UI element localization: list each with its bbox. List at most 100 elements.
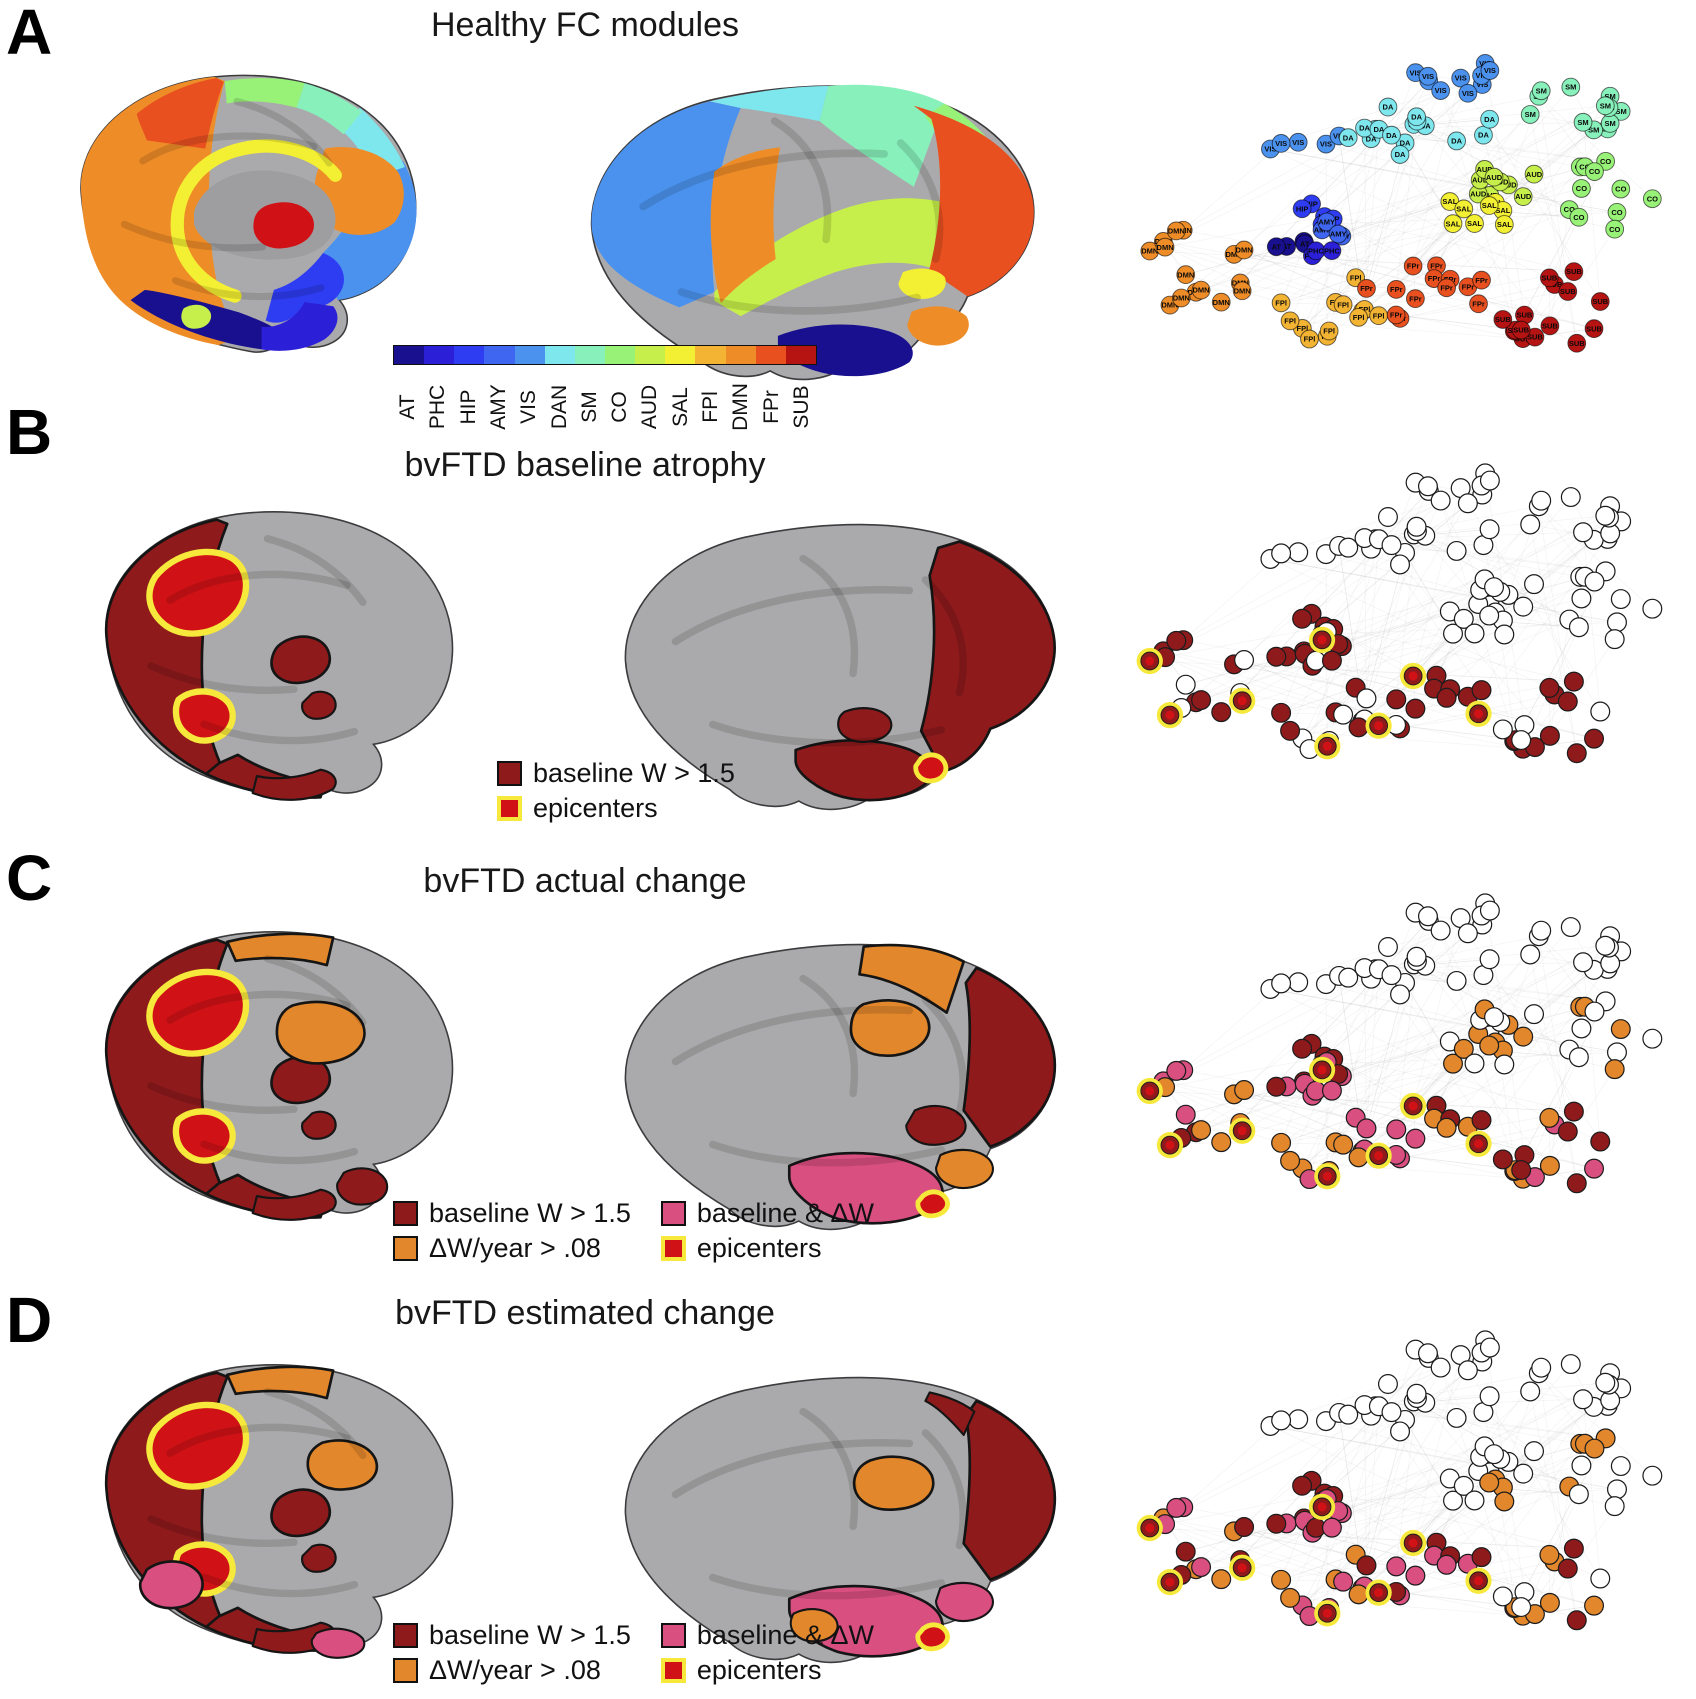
graph-node — [1484, 1444, 1505, 1465]
graph-node — [1378, 97, 1398, 117]
graph-node — [1520, 105, 1540, 124]
graph-node — [1166, 221, 1186, 241]
legend-label-epicenter: epicenters — [533, 793, 658, 823]
graph-node-label: PHC — [1308, 246, 1324, 255]
colorbar-cell-AT — [394, 346, 425, 364]
graph-node-label: FPr — [1409, 294, 1422, 303]
graph-node-label: AUD — [1526, 170, 1543, 179]
graph-node — [1595, 505, 1616, 526]
graph-node — [1567, 333, 1587, 353]
epicenter-node-core — [1474, 709, 1484, 719]
graph-nodes — [1136, 1330, 1663, 1631]
graph-node — [1610, 1019, 1631, 1040]
graph-node-label: AUD — [1515, 192, 1532, 201]
graph-node — [1405, 1128, 1426, 1149]
graph-node-label: SUB — [1560, 287, 1576, 296]
colorbar-cell-SAL — [665, 346, 696, 364]
graph-node-label: FPr — [1428, 274, 1441, 283]
graph-node-label: HIP — [1305, 199, 1318, 208]
graph-node — [1407, 107, 1426, 127]
graph-node — [1356, 1555, 1377, 1576]
colorbar-cell-PHC — [424, 346, 455, 364]
graph-node — [1540, 268, 1559, 288]
graph-node-label: DA — [1373, 125, 1384, 134]
graph-node — [1191, 280, 1211, 300]
graph-node-label: FPl — [1350, 273, 1362, 282]
graph-node — [1453, 1038, 1474, 1059]
graph-node — [1271, 543, 1292, 564]
epicenter-node-core — [1237, 696, 1247, 706]
legend-d: baseline W > 1.5 ΔW/year > .08 baseline & … — [393, 1622, 874, 1684]
graph-node-label: DMN — [1213, 298, 1230, 307]
epicenter-node-core — [1317, 1065, 1327, 1075]
graph-node — [1321, 1080, 1342, 1101]
graph-node — [1317, 212, 1337, 232]
graph-node — [1386, 280, 1406, 299]
graph-node — [1234, 650, 1255, 671]
graph-node — [1436, 687, 1457, 708]
atrophy-graph-d — [1136, 1330, 1663, 1631]
graph-node-label: AUD — [1486, 173, 1503, 182]
graph-node — [1571, 1455, 1592, 1476]
legend-label-baseline: baseline W > 1.5 — [533, 758, 735, 788]
graph-node-label: SUB — [1513, 326, 1529, 335]
graph-node — [1520, 944, 1541, 965]
panel-b: B bvFTD baseline atrophy baseline W > 1.… — [0, 400, 1696, 845]
graph-node-label: VIS — [1292, 138, 1304, 147]
graph-node — [1211, 292, 1231, 312]
epicenter-node-core — [1237, 1563, 1247, 1573]
legend-item-epicenter: epicenters — [497, 795, 735, 822]
graph-node-label: DMN — [1234, 286, 1251, 295]
graph-node-label: DA — [1411, 112, 1422, 121]
graph-node — [1568, 1484, 1589, 1505]
graph-node — [1568, 1047, 1589, 1068]
graph-node — [1539, 1592, 1560, 1613]
legend-swatch-change — [393, 1236, 418, 1261]
graph-node-label: FPr — [1390, 285, 1403, 294]
graph-node — [1271, 973, 1292, 994]
atrophy-graph-c — [1136, 893, 1663, 1194]
graph-node-label: FPr — [1472, 299, 1485, 308]
graph-node — [1390, 145, 1410, 164]
graph-node-label: SUB — [1566, 267, 1582, 276]
legend-c: baseline W > 1.5 ΔW/year > .08 baseline & … — [393, 1200, 874, 1262]
graph-node — [1479, 196, 1499, 215]
graph-node — [1539, 725, 1560, 746]
graph-node — [1443, 1053, 1463, 1074]
graph-node — [1436, 1554, 1457, 1575]
graph-node — [1566, 743, 1587, 764]
graph-node — [1511, 1597, 1532, 1618]
graph-nodes — [1136, 463, 1663, 764]
graph-node — [1560, 487, 1581, 508]
graph-node-label: SAL — [1495, 206, 1510, 215]
graph-node — [1292, 1038, 1313, 1059]
graph-node — [1511, 320, 1531, 340]
graph-node — [1590, 1131, 1611, 1152]
legend-swatch-baseline — [393, 1623, 418, 1648]
legend-swatch-epicenter — [660, 1658, 686, 1683]
legend-item-epicenter: epicenters — [660, 1657, 874, 1684]
graph-node-label: CO — [1609, 225, 1620, 234]
brain-medial-c — [104, 931, 454, 1221]
legend-item-baseline: baseline W > 1.5 — [393, 1200, 631, 1227]
graph-node — [1403, 256, 1423, 276]
graph-node — [1571, 588, 1592, 609]
graph-node — [1492, 1149, 1513, 1170]
brain-lateral-c — [624, 943, 1057, 1231]
graph-node-label: FPl — [1337, 300, 1349, 309]
graph-node — [1584, 1438, 1605, 1459]
graph-node-label: FPr — [1462, 282, 1475, 291]
epicenter-node-core — [1317, 1502, 1327, 1512]
graph-node-label: AT — [1282, 242, 1292, 251]
brain-lateral-b — [624, 523, 1056, 811]
graph-node — [1271, 1569, 1292, 1590]
graph-node — [1563, 1538, 1584, 1559]
graph-node-label: FPr — [1407, 262, 1420, 271]
graph-node — [1524, 574, 1545, 595]
graph-node — [1453, 608, 1474, 629]
graph-node — [1382, 125, 1401, 145]
graph-node — [1494, 624, 1515, 645]
graph-node — [1584, 1158, 1605, 1179]
graph-node — [1458, 83, 1478, 103]
